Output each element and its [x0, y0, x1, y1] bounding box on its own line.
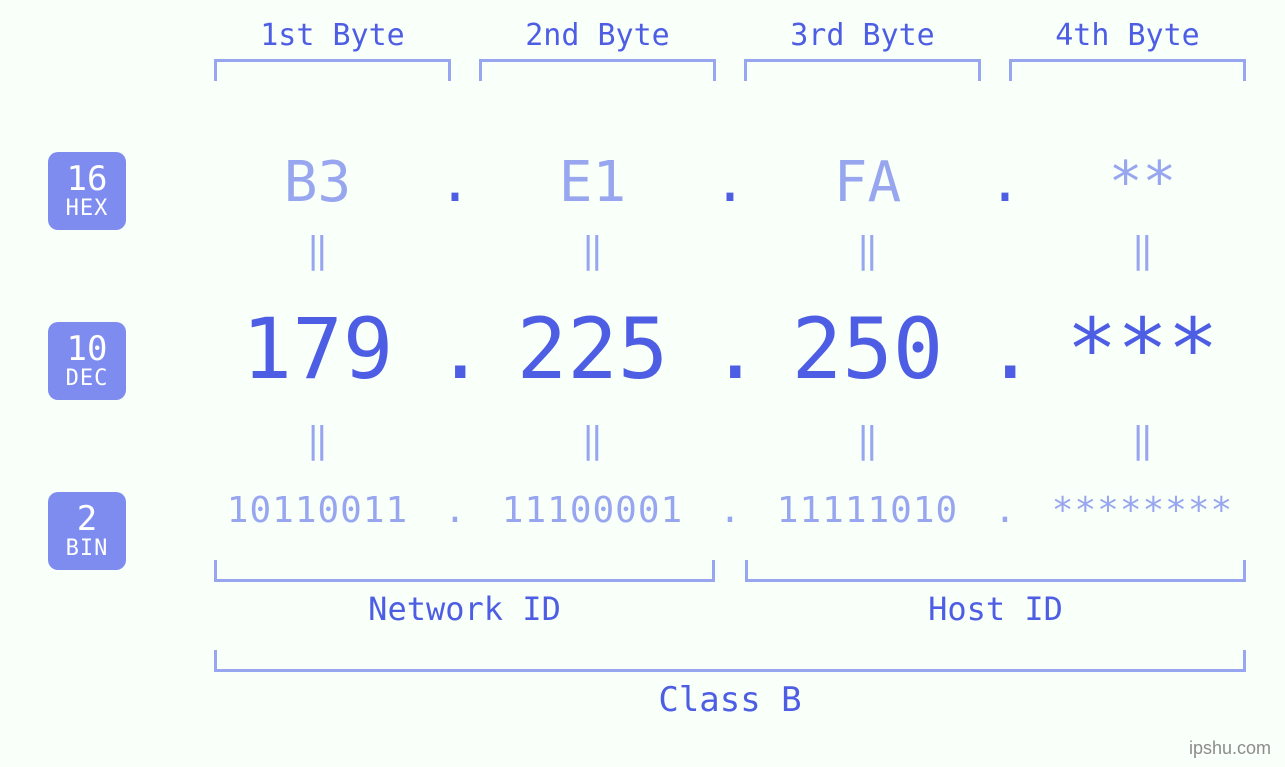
- network-id-bracket: Network ID: [214, 560, 715, 628]
- host-id-bracket: Host ID: [745, 560, 1246, 628]
- dec-byte-1: 179: [200, 300, 435, 398]
- dec-byte-2: 225: [475, 300, 710, 398]
- hex-dot-1: .: [435, 150, 475, 215]
- byte-2-header: 2nd Byte: [465, 18, 730, 81]
- eq2-2: ‖: [475, 420, 710, 461]
- byte-headers: 1st Byte 2nd Byte 3rd Byte 4th Byte: [200, 18, 1260, 81]
- dec-dot-1: .: [435, 300, 475, 398]
- byte-4-header: 4th Byte: [995, 18, 1260, 81]
- bin-dot-2: .: [710, 490, 750, 531]
- badge-hex-name: HEX: [66, 197, 109, 220]
- badge-bin-number: 2: [77, 502, 97, 538]
- network-id-label: Network ID: [214, 590, 715, 628]
- host-id-label: Host ID: [745, 590, 1246, 628]
- hex-dot-2: .: [710, 150, 750, 215]
- byte-4-label: 4th Byte: [995, 18, 1260, 53]
- eq2-3: ‖: [750, 420, 985, 461]
- badge-dec-name: DEC: [66, 367, 109, 390]
- byte-4-bracket: [1009, 59, 1246, 81]
- diagram-main: 1st Byte 2nd Byte 3rd Byte 4th Byte B3 .…: [200, 0, 1260, 767]
- hex-byte-1: B3: [200, 150, 435, 215]
- bin-dot-1: .: [435, 490, 475, 531]
- hex-byte-3: FA: [750, 150, 985, 215]
- eq1-3: ‖: [750, 230, 985, 271]
- byte-2-label: 2nd Byte: [465, 18, 730, 53]
- id-brackets: Network ID Host ID: [200, 560, 1260, 628]
- byte-1-label: 1st Byte: [200, 18, 465, 53]
- eq1-2: ‖: [475, 230, 710, 271]
- bin-row: 10110011 . 11100001 . 11111010 . *******…: [200, 490, 1260, 531]
- byte-3-header: 3rd Byte: [730, 18, 995, 81]
- byte-3-label: 3rd Byte: [730, 18, 995, 53]
- dec-dot-2: .: [710, 300, 750, 398]
- eq1-4: ‖: [1025, 230, 1260, 271]
- eq2-4: ‖: [1025, 420, 1260, 461]
- badge-bin: 2 BIN: [48, 492, 126, 570]
- class-line: [214, 650, 1246, 672]
- bin-byte-1: 10110011: [200, 490, 435, 531]
- hex-byte-4: **: [1025, 150, 1260, 215]
- class-bracket: Class B: [214, 650, 1246, 720]
- dec-byte-3: 250: [750, 300, 985, 398]
- eq1-1: ‖: [200, 230, 435, 271]
- host-id-line: [745, 560, 1246, 582]
- byte-3-bracket: [744, 59, 981, 81]
- badge-hex-number: 16: [67, 162, 108, 198]
- bin-byte-2: 11100001: [475, 490, 710, 531]
- dec-byte-4: ***: [1025, 300, 1260, 398]
- hex-byte-2: E1: [475, 150, 710, 215]
- badge-dec-number: 10: [67, 332, 108, 368]
- dec-dot-3: .: [985, 300, 1025, 398]
- badge-hex: 16 HEX: [48, 152, 126, 230]
- bin-byte-3: 11111010: [750, 490, 985, 531]
- equals-row-2: ‖ ‖ ‖ ‖: [200, 420, 1260, 461]
- equals-row-1: ‖ ‖ ‖ ‖: [200, 230, 1260, 271]
- byte-1-header: 1st Byte: [200, 18, 465, 81]
- dec-row: 179 . 225 . 250 . ***: [200, 300, 1260, 398]
- badge-dec: 10 DEC: [48, 322, 126, 400]
- bin-byte-4: ********: [1025, 490, 1260, 531]
- bin-dot-3: .: [985, 490, 1025, 531]
- hex-row: B3 . E1 . FA . **: [200, 150, 1260, 215]
- badge-bin-name: BIN: [66, 537, 109, 560]
- byte-1-bracket: [214, 59, 451, 81]
- network-id-line: [214, 560, 715, 582]
- watermark: ipshu.com: [1189, 738, 1271, 759]
- byte-2-bracket: [479, 59, 716, 81]
- eq2-1: ‖: [200, 420, 435, 461]
- hex-dot-3: .: [985, 150, 1025, 215]
- class-label: Class B: [214, 680, 1246, 720]
- base-badges: 16 HEX 10 DEC 2 BIN: [48, 152, 126, 570]
